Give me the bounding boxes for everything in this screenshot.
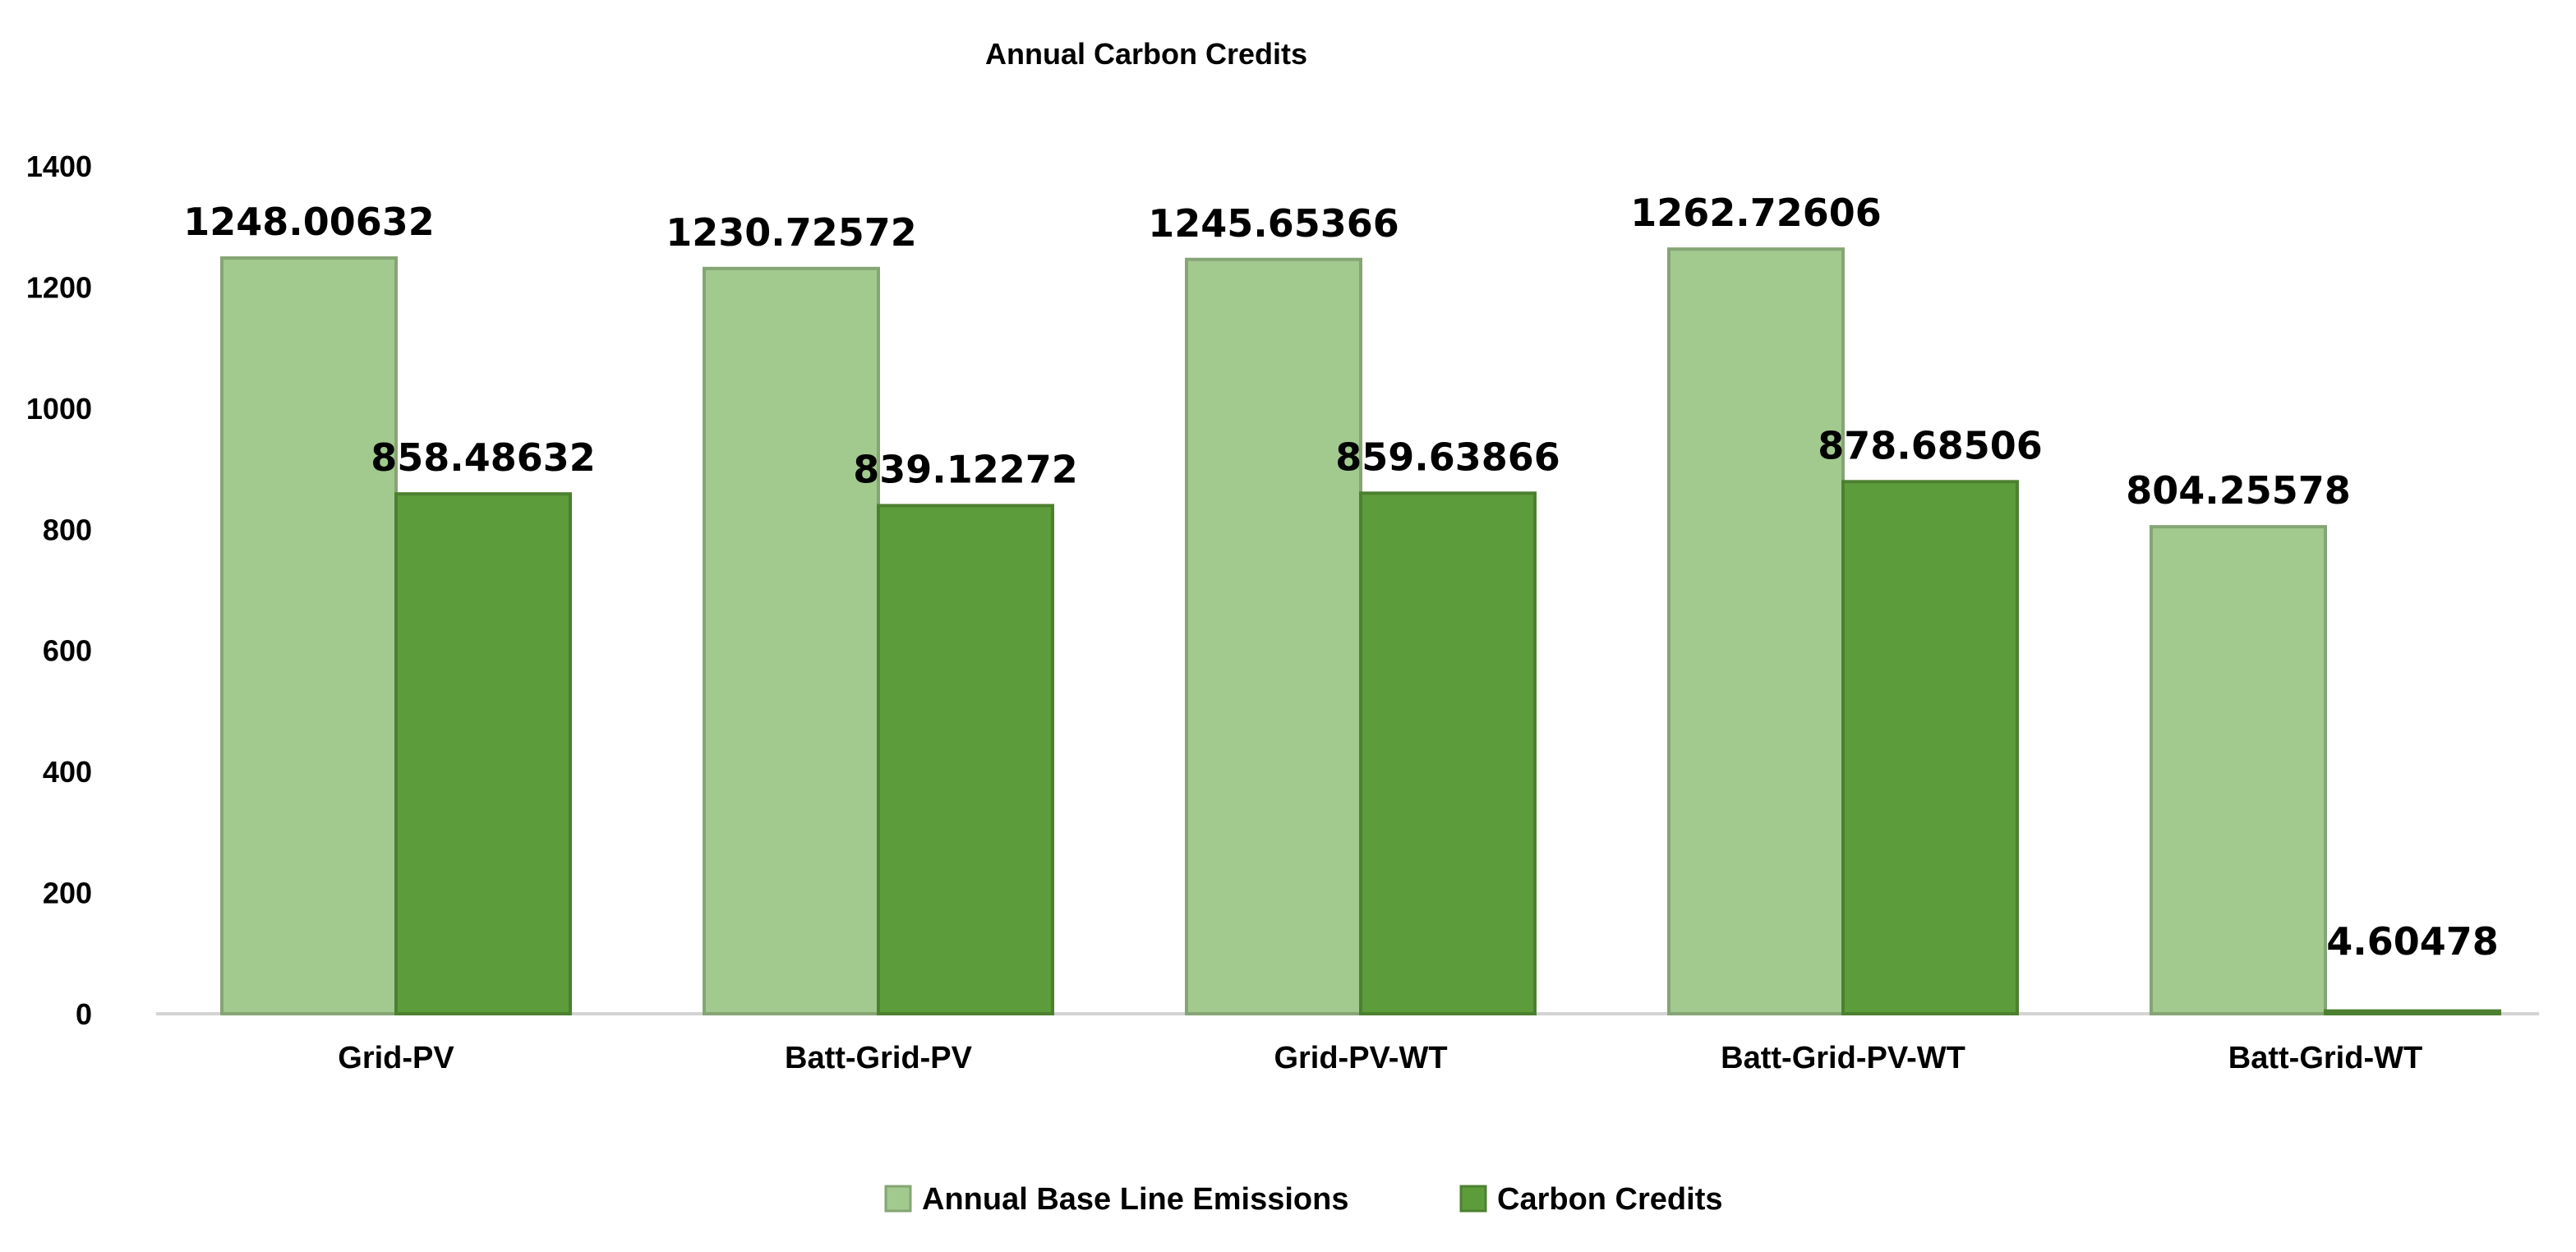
- x-tick-label: Batt-Grid-WT: [2228, 1041, 2422, 1075]
- bar-baseline-0: [220, 256, 398, 1015]
- y-tick-label: 1200: [26, 270, 92, 304]
- y-tick-label: 600: [43, 634, 92, 668]
- legend-label: Annual Base Line Emissions: [922, 1182, 1348, 1217]
- y-tick-label: 1000: [26, 392, 92, 426]
- x-tick-label: Grid-PV: [338, 1041, 454, 1075]
- x-tick-label: Grid-PV-WT: [1274, 1041, 1447, 1075]
- legend-swatch: [884, 1185, 912, 1213]
- bar-credits-3: [1841, 480, 2019, 1015]
- x-axis: Grid-PV Batt-Grid-PV Grid-PV-WT Batt-Grid-P…: [338, 1041, 2422, 1075]
- y-tick-label: 1400: [26, 150, 92, 183]
- data-label: 1245.65366: [1148, 201, 1399, 246]
- legend-swatch: [1459, 1185, 1487, 1213]
- x-tick-label: Batt-Grid-PV: [785, 1041, 973, 1075]
- data-label: 839.12272: [853, 447, 1078, 491]
- bar-baseline-4: [2150, 525, 2327, 1015]
- bars: [220, 247, 2501, 1016]
- y-tick-label: 800: [43, 513, 92, 546]
- bar-credits-0: [394, 492, 572, 1015]
- bar-credits-1: [877, 504, 1054, 1015]
- data-label: 4.60478: [2326, 919, 2499, 964]
- y-axis: 0 200 400 600 800 1000 1200 1400: [26, 150, 92, 1031]
- chart-title: Annual Carbon Credits: [985, 37, 1307, 71]
- bar-credits-4: [2324, 1009, 2501, 1015]
- bar-baseline-2: [1185, 257, 1362, 1015]
- x-tick-label: Batt-Grid-PV-WT: [1721, 1041, 1965, 1075]
- data-label: 878.68506: [1818, 423, 2043, 467]
- y-tick-label: 0: [76, 997, 92, 1031]
- data-label: 1262.72606: [1630, 191, 1882, 235]
- y-tick-label: 400: [43, 755, 92, 789]
- bar-baseline-3: [1667, 247, 1845, 1015]
- data-labels: 1248.00632 858.48632 1230.72572 839.12272 12…: [183, 191, 2499, 964]
- data-label: 804.25578: [2126, 468, 2351, 513]
- legend: Annual Base Line Emissions Carbon Credits: [884, 1182, 1722, 1217]
- legend-label: Carbon Credits: [1497, 1182, 1722, 1217]
- data-label: 859.63866: [1335, 435, 1560, 479]
- y-tick-label: 200: [43, 877, 92, 910]
- data-label: 858.48632: [371, 435, 596, 480]
- data-label: 1230.72572: [666, 210, 917, 255]
- bar-baseline-1: [703, 266, 880, 1016]
- bar-credits-2: [1359, 491, 1537, 1015]
- data-label: 1248.00632: [183, 200, 435, 244]
